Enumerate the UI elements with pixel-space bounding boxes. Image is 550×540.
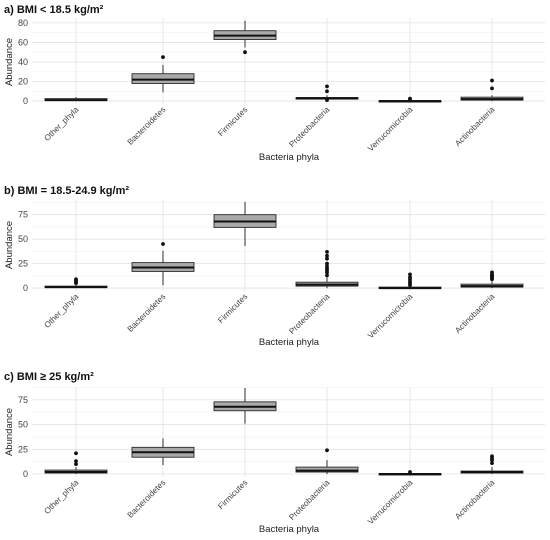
y-tick-label: 25	[18, 259, 28, 269]
outlier-point	[490, 461, 494, 466]
x-axis-label: Bacteria phyla	[259, 524, 320, 535]
box-proteobacteria	[295, 448, 359, 475]
x-tick-label: Verrucomicrobia	[366, 105, 415, 154]
box-verrucomicrobia	[378, 470, 442, 476]
box-firmicutes	[213, 201, 277, 246]
panel-title: a) BMI < 18.5 kg/m²	[4, 4, 104, 16]
x-tick-label: Verrucomicrobia	[366, 478, 415, 527]
outlier-point	[325, 89, 329, 94]
outlier-point	[325, 264, 329, 269]
y-tick-label: 50	[18, 420, 28, 430]
x-tick-label: Actinobacteria	[453, 292, 496, 335]
outlier-point	[74, 459, 78, 464]
y-tick-label: 75	[18, 395, 28, 405]
box-firmicutes	[213, 20, 277, 55]
x-tick-label: Firmicutes	[216, 292, 249, 325]
x-tick-label: Bacteroidetes	[126, 292, 168, 334]
outlier-point	[325, 84, 329, 89]
x-tick-label: Bacteroidetes	[126, 105, 168, 147]
box-firmicutes	[213, 387, 277, 424]
box-other-phyla	[44, 97, 108, 102]
outlier-point	[74, 451, 78, 456]
outlier-point	[490, 454, 494, 459]
panel-title: b) BMI = 18.5-24.9 kg/m²	[4, 185, 129, 197]
outlier-point	[490, 78, 494, 83]
outlier-point	[490, 86, 494, 91]
x-tick-label: Verrucomicrobia	[366, 292, 415, 341]
outlier-point	[325, 261, 329, 266]
box-actinobacteria	[460, 270, 524, 289]
box-bacteroidetes	[131, 438, 195, 466]
y-axis-label: Abundance	[4, 221, 15, 269]
outlier-point	[325, 253, 329, 258]
x-tick-label: Other_phyla	[43, 292, 81, 330]
outlier-point	[490, 270, 494, 275]
box-actinobacteria	[460, 454, 524, 475]
outlier-point	[325, 273, 329, 278]
box-bacteroidetes	[131, 55, 195, 93]
y-axis-label: Abundance	[4, 408, 15, 456]
outlier-point	[325, 448, 329, 453]
x-tick-label: Actinobacteria	[453, 478, 496, 521]
x-axis-label: Bacteria phyla	[259, 152, 320, 163]
x-tick-label: Proteobacteria	[287, 478, 331, 522]
x-tick-label: Proteobacteria	[287, 292, 331, 336]
outlier-point	[325, 256, 329, 261]
x-tick-label: Other_phyla	[43, 478, 81, 516]
outlier-point	[325, 98, 329, 102]
x-tick-label: Actinobacteria	[453, 105, 496, 148]
y-tick-label: 0	[23, 96, 28, 106]
y-axis-label: Abundance	[4, 38, 15, 86]
outlier-point	[243, 50, 247, 55]
y-tick-label: 0	[23, 469, 28, 479]
outlier-point	[408, 97, 412, 102]
box-actinobacteria	[460, 78, 524, 102]
y-tick-label: 40	[18, 57, 28, 67]
x-tick-label: Proteobacteria	[287, 105, 331, 149]
x-tick-label: Bacteroidetes	[126, 478, 168, 520]
y-tick-label: 0	[23, 283, 28, 293]
box-proteobacteria	[295, 84, 359, 102]
y-tick-label: 25	[18, 444, 28, 454]
panel-2: b) BMI = 18.5-24.9 kg/m² 0 25 50 75Abundance…	[4, 185, 545, 348]
x-tick-label: Firmicutes	[216, 478, 249, 511]
outlier-point	[161, 242, 165, 246]
outlier-point	[325, 249, 329, 254]
x-tick-label: Other_phyla	[43, 105, 81, 143]
x-axis-label: Bacteria phyla	[259, 337, 320, 348]
box-other-phyla	[44, 451, 108, 475]
y-tick-label: 50	[18, 234, 28, 244]
outlier-point	[408, 470, 412, 474]
outlier-point	[74, 462, 78, 467]
y-tick-label: 75	[18, 210, 28, 220]
outlier-point	[161, 55, 165, 59]
y-tick-label: 60	[18, 37, 28, 47]
box-other-phyla	[44, 277, 108, 289]
outlier-point	[408, 272, 412, 277]
outlier-point	[408, 275, 412, 280]
x-tick-label: Firmicutes	[216, 105, 249, 138]
y-tick-label: 20	[18, 77, 28, 87]
box-bacteroidetes	[131, 242, 195, 286]
box-verrucomicrobia	[378, 96, 442, 103]
outlier-point	[74, 277, 78, 282]
box-verrucomicrobia	[378, 272, 442, 290]
box-proteobacteria	[295, 249, 359, 289]
y-tick-label: 80	[18, 18, 28, 28]
panel-title: c) BMI ≥ 25 kg/m²	[4, 371, 94, 383]
